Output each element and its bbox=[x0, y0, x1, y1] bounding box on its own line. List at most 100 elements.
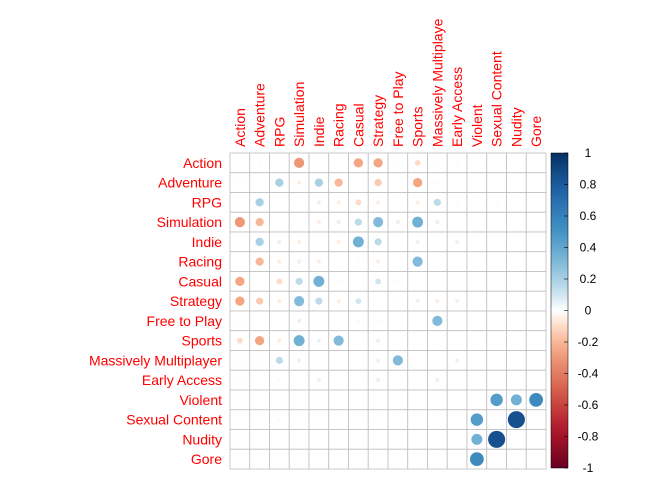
column-label: Nudity bbox=[508, 107, 524, 147]
correlation-circle bbox=[455, 299, 460, 304]
grid-cell bbox=[407, 389, 428, 411]
colorbar-tick-label: -0.4 bbox=[578, 367, 599, 381]
column-labels: Action Adventure RPG Simulation Indie Racing C… bbox=[232, 18, 544, 147]
grid-cell bbox=[269, 389, 290, 411]
correlation-circle bbox=[315, 297, 323, 305]
correlation-circle bbox=[316, 220, 321, 225]
grid-cell bbox=[387, 231, 409, 253]
correlation-circle bbox=[415, 200, 420, 205]
grid-cell bbox=[506, 251, 527, 272]
correlation-circle bbox=[395, 220, 400, 225]
grid-cell bbox=[506, 152, 527, 174]
correlation-circle bbox=[507, 411, 525, 429]
correlation-circle bbox=[238, 181, 242, 184]
correlation-circle bbox=[376, 358, 381, 363]
grid-cell bbox=[229, 448, 251, 470]
correlation-circle bbox=[297, 239, 302, 244]
grid-cell bbox=[466, 271, 488, 292]
correlation-circle bbox=[297, 180, 302, 185]
grid-cell bbox=[387, 429, 409, 450]
column-label: Racing bbox=[331, 103, 347, 147]
grid-cell bbox=[387, 389, 409, 411]
correlation-circle bbox=[490, 393, 503, 407]
correlation-circle bbox=[455, 358, 460, 363]
grid-cell bbox=[288, 448, 310, 470]
grid-cell bbox=[367, 409, 389, 430]
correlation-circle bbox=[415, 239, 420, 244]
row-label: Early Access bbox=[142, 372, 222, 388]
correlation-circle bbox=[277, 338, 282, 343]
grid-cell bbox=[288, 389, 310, 411]
row-label: Free to Play bbox=[147, 313, 222, 329]
grid-cell bbox=[308, 448, 330, 470]
grid-cell bbox=[407, 310, 428, 332]
correlation-circle bbox=[412, 256, 423, 267]
correlation-circle bbox=[275, 178, 284, 187]
grid-cell bbox=[229, 192, 251, 213]
grid-cell bbox=[407, 330, 428, 351]
column-label: Simulation bbox=[291, 82, 307, 147]
grid-cell bbox=[427, 330, 448, 351]
correlation-circle bbox=[435, 378, 440, 383]
correlation-circle bbox=[276, 278, 283, 285]
grid-cell bbox=[446, 310, 468, 332]
grid-cell bbox=[328, 389, 349, 411]
grid-cell bbox=[486, 330, 507, 351]
grid-cell bbox=[348, 448, 369, 470]
column-label: Strategy bbox=[370, 95, 386, 147]
row-label: Sports bbox=[182, 333, 222, 349]
grid-cell bbox=[387, 369, 409, 391]
grid-cell bbox=[525, 409, 547, 430]
column-label: Gore bbox=[528, 116, 544, 147]
correlation-grid bbox=[229, 152, 547, 470]
grid-cell bbox=[229, 231, 251, 253]
correlation-circle bbox=[238, 359, 242, 362]
correlation-circle bbox=[297, 318, 302, 323]
grid-cell bbox=[446, 172, 468, 193]
correlation-circle bbox=[337, 280, 340, 283]
grid-cell bbox=[249, 369, 270, 391]
grid-cell bbox=[328, 310, 349, 332]
grid-cell bbox=[466, 231, 488, 253]
grid-cell bbox=[328, 152, 349, 174]
colorbar-tick-label: 1 bbox=[585, 146, 592, 160]
grid-cell bbox=[466, 251, 488, 272]
grid-cell bbox=[427, 409, 448, 430]
row-label: Gore bbox=[191, 451, 222, 467]
correlation-circle bbox=[412, 216, 424, 228]
colorbar-tick-label: 0.4 bbox=[580, 241, 597, 255]
correlation-circle bbox=[435, 299, 440, 304]
correlation-circle bbox=[436, 181, 439, 184]
correlation-circle bbox=[373, 158, 383, 168]
correlation-circle bbox=[396, 299, 400, 303]
correlation-circle bbox=[278, 378, 281, 382]
correlation-circle bbox=[357, 260, 360, 263]
correlation-circle bbox=[510, 394, 522, 406]
grid-cell bbox=[466, 330, 488, 351]
correlation-circle bbox=[374, 238, 382, 246]
grid-cell bbox=[387, 409, 409, 430]
correlation-circle bbox=[353, 158, 364, 168]
correlation-circle bbox=[255, 198, 264, 207]
grid-cell bbox=[506, 231, 527, 253]
grid-cell bbox=[328, 448, 349, 470]
grid-cell bbox=[249, 271, 270, 292]
correlation-circle bbox=[255, 217, 264, 227]
grid-cell bbox=[446, 271, 468, 292]
correlation-circle bbox=[396, 161, 400, 165]
grid-cell bbox=[525, 172, 547, 193]
row-label: Adventure bbox=[158, 175, 222, 191]
correlation-circle bbox=[336, 299, 341, 304]
correlation-circle bbox=[352, 236, 364, 248]
grid-cell bbox=[427, 448, 448, 470]
correlation-circle bbox=[258, 161, 261, 165]
grid-cell bbox=[328, 350, 349, 371]
correlation-circle bbox=[495, 201, 498, 204]
grid-cell bbox=[506, 192, 527, 213]
correlation-circle bbox=[469, 452, 484, 467]
grid-cell bbox=[446, 409, 468, 430]
column-label: Free to Play bbox=[390, 72, 406, 147]
correlation-circle bbox=[314, 178, 324, 187]
row-label: RPG bbox=[192, 194, 222, 210]
correlation-circle bbox=[258, 359, 261, 362]
